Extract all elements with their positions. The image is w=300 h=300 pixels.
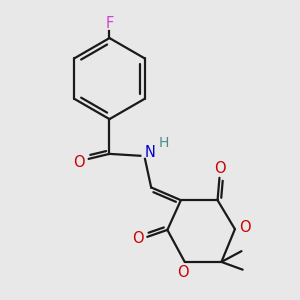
Text: O: O [239,220,251,235]
Text: F: F [105,16,114,31]
Text: H: H [159,136,169,150]
Text: O: O [177,265,189,280]
Text: O: O [132,231,144,246]
Text: N: N [145,145,156,160]
Text: O: O [214,160,226,175]
Text: O: O [73,155,84,170]
